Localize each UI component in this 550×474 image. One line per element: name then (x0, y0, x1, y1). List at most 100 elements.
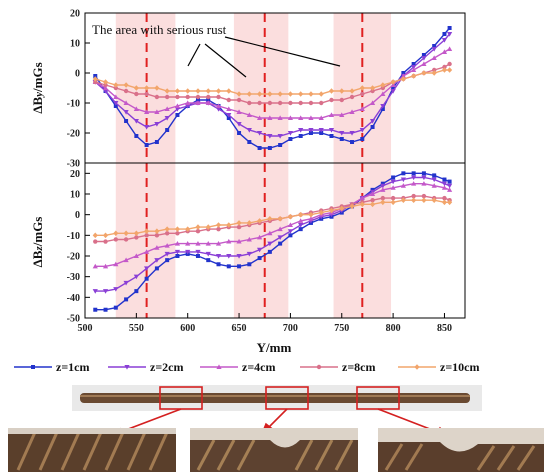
data-point (113, 94, 119, 99)
rust-band-1 (115, 13, 176, 318)
bottom-series (92, 171, 453, 312)
data-point (359, 128, 365, 133)
data-point (288, 100, 293, 106)
data-point (278, 241, 283, 246)
data-point (226, 116, 231, 120)
series-z-2cm (92, 175, 453, 294)
data-point (442, 64, 447, 70)
data-point (124, 297, 129, 302)
data-point (288, 137, 293, 141)
data-point (446, 183, 453, 189)
data-point (93, 307, 98, 312)
data-point (164, 231, 170, 236)
data-point (447, 26, 452, 30)
data-point (175, 113, 180, 117)
data-point (133, 106, 139, 111)
data-point (154, 85, 160, 91)
y-tick-label: -20 (67, 252, 80, 263)
data-point (124, 119, 129, 123)
data-point (400, 183, 406, 188)
data-point (257, 256, 262, 261)
data-point (442, 177, 447, 182)
data-point (144, 143, 149, 147)
x-tick-label: 650 (232, 323, 247, 334)
data-point (380, 85, 386, 91)
rust-dashed-markers (145, 13, 364, 318)
data-point (369, 119, 376, 124)
data-point (319, 131, 324, 135)
data-point (103, 239, 108, 244)
data-point (144, 125, 150, 130)
data-point (277, 100, 283, 106)
data-point (308, 131, 313, 135)
data-point (380, 183, 386, 189)
data-point (308, 216, 314, 221)
x-tick-label: 750 (334, 323, 349, 334)
data-point (123, 257, 129, 263)
data-point (185, 241, 191, 246)
data-point (113, 101, 119, 106)
data-point (257, 146, 262, 150)
y-tick-label: -10 (67, 231, 80, 242)
data-point (400, 73, 406, 78)
data-point (226, 88, 232, 94)
data-point (123, 237, 129, 242)
data-point (174, 88, 181, 94)
data-point (432, 44, 437, 48)
data-point (113, 85, 119, 91)
data-point (441, 49, 448, 54)
data-point (133, 253, 139, 258)
data-point (298, 218, 304, 223)
legend-item-z-10cm: z=10cm (398, 360, 480, 374)
data-point (421, 175, 427, 181)
data-point (441, 185, 448, 190)
data-point (185, 104, 191, 109)
data-point (102, 232, 109, 239)
data-point (133, 230, 139, 237)
data-point (421, 171, 426, 176)
data-point (318, 209, 324, 216)
rust-closeup-1 (8, 428, 176, 472)
data-point (113, 82, 119, 88)
rust-annotation: The area with serious rust (92, 22, 227, 37)
data-point (246, 251, 252, 257)
data-point (165, 128, 170, 132)
data-point (247, 100, 252, 106)
data-point (267, 134, 273, 139)
data-point (174, 107, 181, 112)
data-point (421, 53, 426, 57)
series-line (95, 176, 450, 292)
arrow-3 (224, 36, 341, 67)
data-point (349, 131, 355, 136)
y-tick-label: -30 (67, 272, 80, 283)
data-point (349, 203, 355, 210)
arrow-1 (187, 43, 201, 67)
data-point (380, 82, 386, 88)
data-point (441, 199, 448, 206)
data-point (256, 115, 263, 120)
x-tick-label: 500 (78, 323, 93, 334)
data-point (185, 226, 191, 232)
data-point (390, 185, 396, 190)
data-point (113, 104, 118, 108)
data-point (339, 205, 345, 212)
y-tick-label: -40 (67, 293, 80, 304)
bottom-y-ticks: -50 -40 -30 -20 -10 0 10 20 (67, 169, 90, 325)
data-point (287, 213, 294, 220)
data-point (206, 258, 211, 263)
data-point (411, 67, 417, 72)
data-point (411, 171, 416, 176)
y-tick-label: -30 (67, 159, 80, 170)
data-point (246, 128, 252, 133)
data-point (103, 82, 108, 88)
y-tick-label: 20 (70, 169, 80, 180)
data-point (431, 197, 437, 203)
data-point (267, 241, 273, 247)
data-point (195, 241, 201, 246)
data-point (93, 239, 98, 244)
data-point (446, 32, 453, 37)
top-y-ticks: -30 -20 -10 0 10 20 (67, 9, 90, 170)
data-point (226, 106, 232, 111)
data-point (154, 228, 160, 234)
data-point (154, 122, 160, 127)
